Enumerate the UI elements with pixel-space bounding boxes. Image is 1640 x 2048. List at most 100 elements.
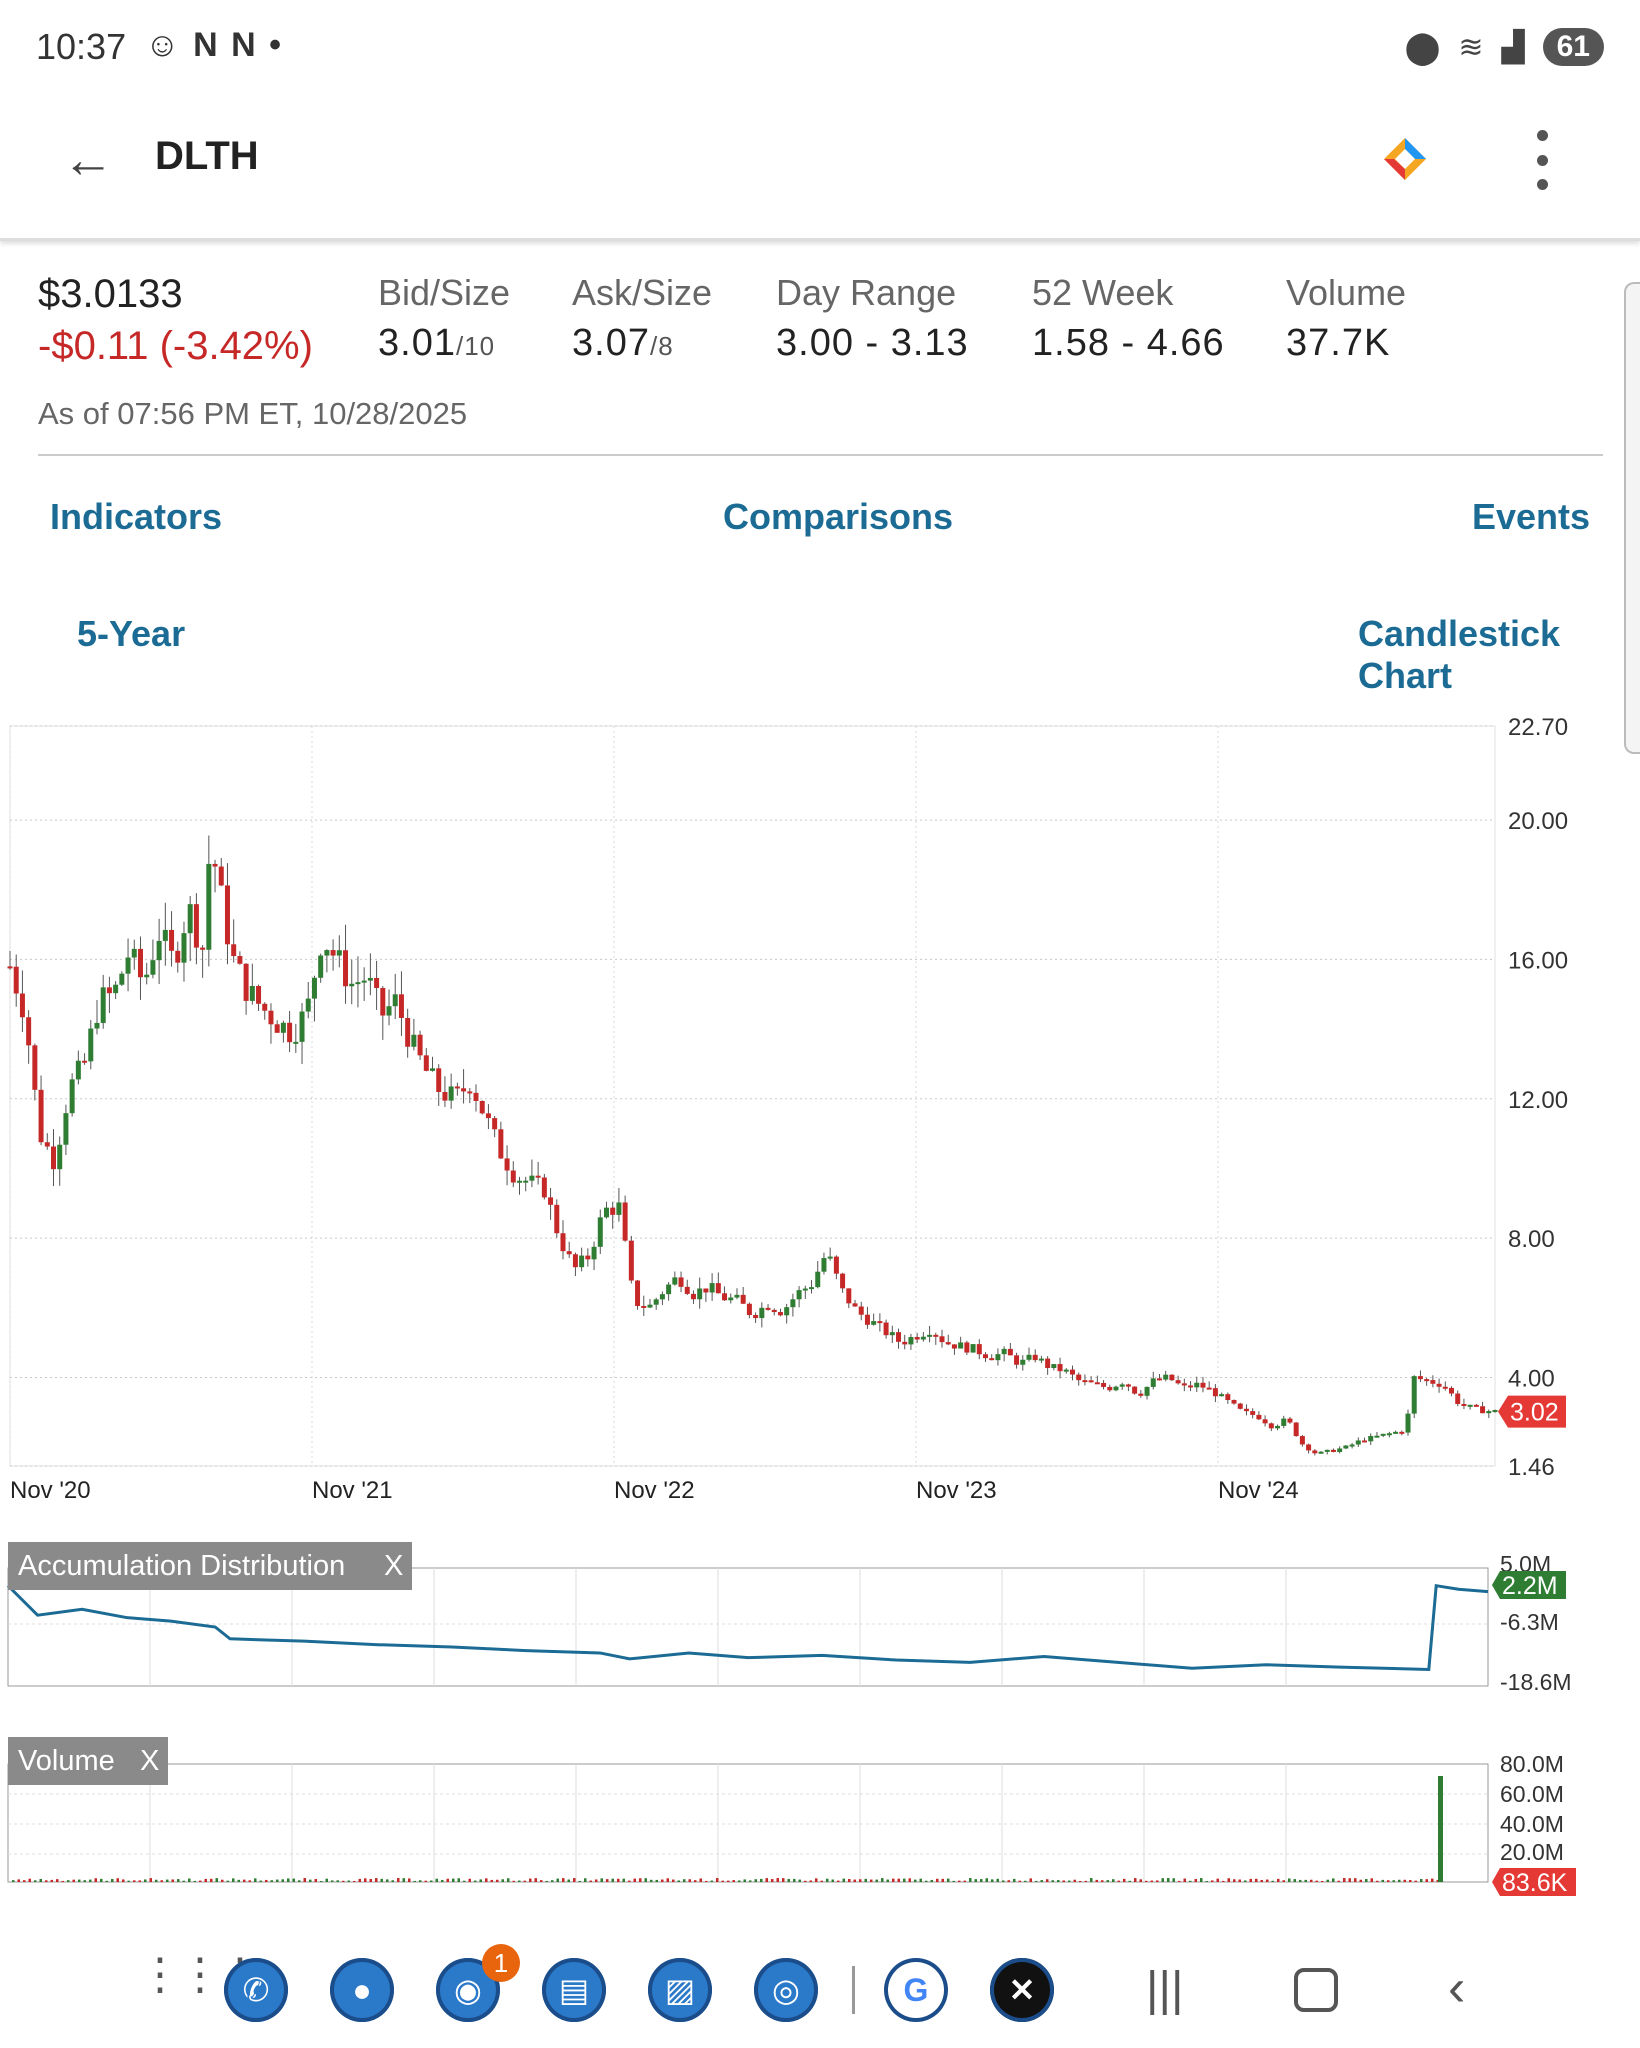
candle-body (989, 1358, 995, 1361)
candle-body (1268, 1423, 1274, 1429)
volume-bar (914, 1879, 917, 1882)
candle-body (181, 933, 187, 963)
tab-indicators[interactable]: Indicators (50, 496, 223, 537)
recents-icon[interactable]: ||| (1146, 1963, 1184, 2016)
gallery-app-icon[interactable]: ▨ (648, 1958, 712, 2022)
volume-bar (111, 1878, 114, 1882)
candle-body (523, 1180, 529, 1183)
volume-bar (232, 1878, 235, 1882)
volume-bar (1128, 1880, 1131, 1882)
volume-bar (501, 1879, 504, 1882)
candle-body (715, 1283, 721, 1294)
volume-bar (72, 1879, 75, 1882)
volume-bar (402, 1878, 405, 1882)
volume-bar (1398, 1879, 1401, 1882)
candle-body (964, 1342, 970, 1353)
candle-body (1032, 1354, 1038, 1361)
volume-bar (259, 1880, 262, 1882)
volume-bar (974, 1879, 977, 1882)
volume-bar (12, 1880, 15, 1882)
phone-app-icon[interactable]: ✆ (224, 1958, 288, 2022)
volume-bar (639, 1878, 642, 1882)
candle-body (405, 1017, 411, 1047)
x-tick-label: Nov '22 (614, 1477, 695, 1504)
volume-bar (518, 1880, 521, 1882)
notes-app-icon[interactable]: ▤ (542, 1958, 606, 2022)
volume-bar (699, 1878, 702, 1882)
candle-body (1380, 1433, 1386, 1436)
volume-bar (61, 1880, 64, 1882)
candle-body (1275, 1425, 1281, 1429)
volume-bar (199, 1880, 202, 1882)
ad-close-button[interactable]: X (384, 1550, 403, 1582)
stock-chart[interactable]: 22.70 20.00 16.00 12.00 8.00 4.00 1.46 Nov '20 N… (0, 700, 1640, 1900)
volume-y-tick-label: 40.0M (1500, 1811, 1564, 1837)
candle-body (666, 1284, 672, 1295)
camera-app-icon[interactable]: ◎ (754, 1958, 818, 2022)
back-arrow-icon[interactable]: ← (62, 131, 114, 189)
volume-bar (226, 1880, 229, 1882)
candle-body (840, 1273, 846, 1289)
google-app-icon[interactable]: G (884, 1958, 948, 2022)
candle-body (218, 866, 224, 886)
tab-comparisons[interactable]: Comparisons (723, 496, 954, 537)
volume-bar (804, 1880, 807, 1882)
volume-bar (963, 1880, 966, 1882)
volume-bar (94, 1878, 97, 1882)
volume-bar (672, 1879, 675, 1882)
app-logo-icon[interactable] (1382, 136, 1428, 182)
candle-body (635, 1280, 641, 1306)
volume-bar (17, 1879, 20, 1882)
period-selector[interactable]: 5-Year (77, 613, 186, 654)
volume-bar (738, 1880, 741, 1882)
volume-bar (243, 1879, 246, 1882)
candle-body (479, 1100, 485, 1114)
volume-bar (369, 1878, 372, 1882)
volume-bar (936, 1878, 939, 1882)
back-nav-icon[interactable]: ‹ (1448, 1959, 1466, 2017)
volume-bar (606, 1879, 609, 1882)
volume-bar (507, 1878, 510, 1882)
tab-events[interactable]: Events (1472, 496, 1591, 537)
price-plot-area (9, 725, 1496, 1467)
chart-type-selector[interactable]: Candlestick Chart (1358, 613, 1561, 696)
volume-bar (1189, 1880, 1192, 1882)
volume-close-button[interactable]: X (140, 1745, 159, 1777)
app-bar (0, 90, 1640, 241)
volume-bar (1112, 1879, 1115, 1882)
volume-bar (45, 1880, 48, 1882)
candle-body (249, 985, 255, 1001)
volume-bar (435, 1878, 438, 1882)
volume-bar (1227, 1878, 1230, 1882)
volume-bar (1029, 1878, 1032, 1882)
x-app-icon[interactable]: ✕ (990, 1958, 1054, 2022)
volume-bar (1051, 1880, 1054, 1882)
volume-bar (160, 1880, 163, 1882)
volume-bar (1101, 1880, 1104, 1882)
volume-bar (1381, 1879, 1384, 1882)
volume-bar (1205, 1880, 1208, 1882)
candle-body (268, 1010, 274, 1025)
candle-body (914, 1337, 920, 1340)
scrollbar[interactable] (1624, 282, 1640, 754)
candle-body (144, 974, 150, 978)
candle-body (137, 948, 143, 978)
volume-bar (463, 1880, 466, 1882)
home-icon[interactable] (1294, 1968, 1338, 2012)
volume-last-badge-label: 83.6K (1502, 1869, 1568, 1897)
candle-body (759, 1307, 765, 1319)
volume-bar (1288, 1878, 1291, 1882)
candle-body (287, 1022, 293, 1043)
more-options-icon[interactable] (1530, 130, 1554, 190)
candle-body (821, 1258, 827, 1272)
volume-bar (215, 1878, 218, 1882)
volume-bar (1277, 1878, 1280, 1882)
volume-bar (1425, 1879, 1428, 1882)
messages-app-icon[interactable]: ● (330, 1958, 394, 2022)
volume-bar (424, 1880, 427, 1882)
volume-bar (1216, 1878, 1219, 1882)
candle-body (1132, 1386, 1138, 1394)
candle-body (1386, 1433, 1392, 1436)
volume-value: 37.7K (1286, 322, 1391, 364)
candle-body (430, 1068, 436, 1071)
